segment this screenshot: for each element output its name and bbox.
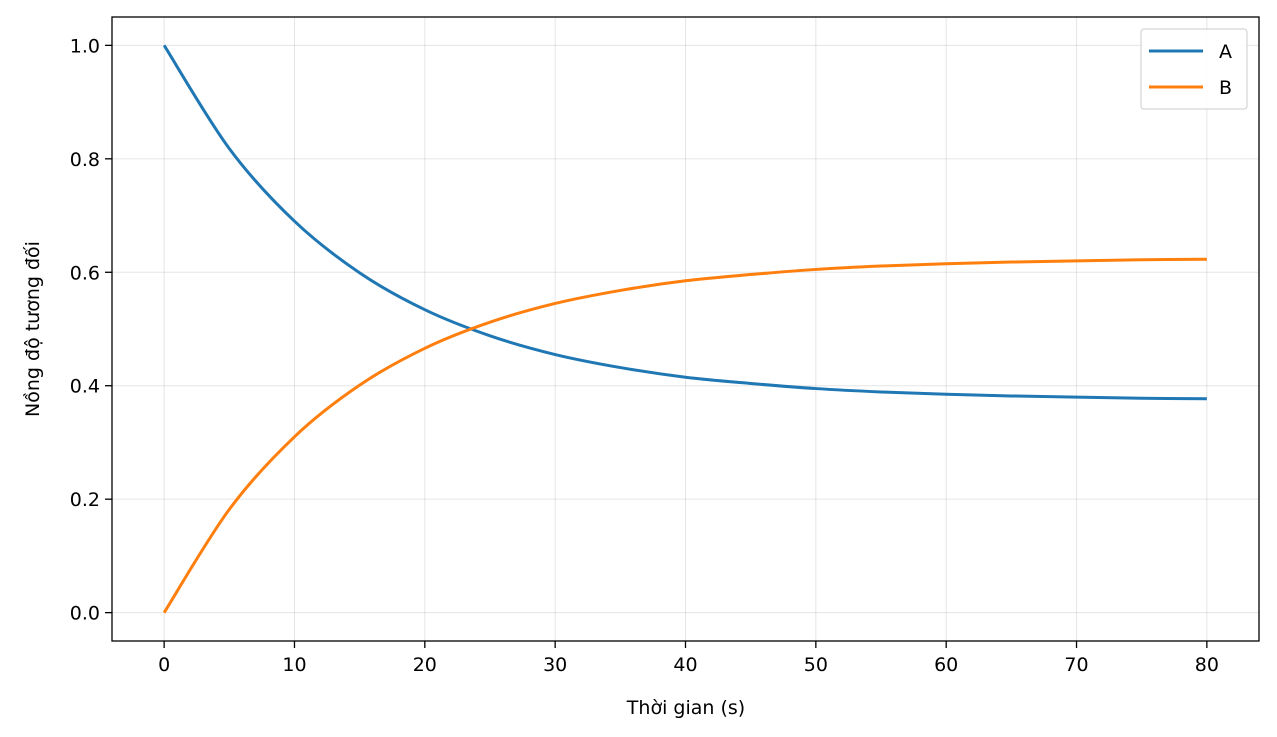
series-lines	[162, 44, 1207, 614]
x-axis-label: Thời gian (s)	[626, 697, 745, 719]
x-tick-label: 50	[804, 654, 828, 676]
y-tick-label: 1.0	[70, 35, 100, 57]
series-line-a	[162, 44, 1207, 401]
x-tick-label: 10	[282, 654, 306, 676]
y-tick-label: 0.8	[70, 149, 100, 171]
y-tick-label: 0.4	[70, 376, 100, 398]
y-tick-label: 0.0	[70, 603, 100, 625]
x-tick-label: 20	[413, 654, 437, 676]
legend: A B	[1140, 28, 1248, 110]
y-axis-label: Nồng độ tương đối	[22, 241, 44, 417]
x-tick-label: 30	[543, 654, 567, 676]
y-tick-label: 0.2	[70, 489, 100, 511]
x-tick-label: 70	[1064, 654, 1088, 676]
axis-ticks: 0 10 20 30 40 50 60 70 80 0.0 0.2 0.4 0.6 0.8 1.0	[70, 35, 1219, 676]
x-tick-label: 80	[1195, 654, 1219, 676]
x-tick-label: 40	[673, 654, 697, 676]
x-tick-label: 60	[934, 654, 958, 676]
y-tick-label: 0.6	[70, 262, 100, 284]
grid	[112, 17, 1259, 641]
legend-label-b: B	[1219, 77, 1232, 99]
legend-label-a: A	[1219, 41, 1232, 63]
x-tick-label: 0	[158, 654, 170, 676]
legend-box	[1140, 28, 1248, 110]
series-line-b	[162, 257, 1207, 614]
